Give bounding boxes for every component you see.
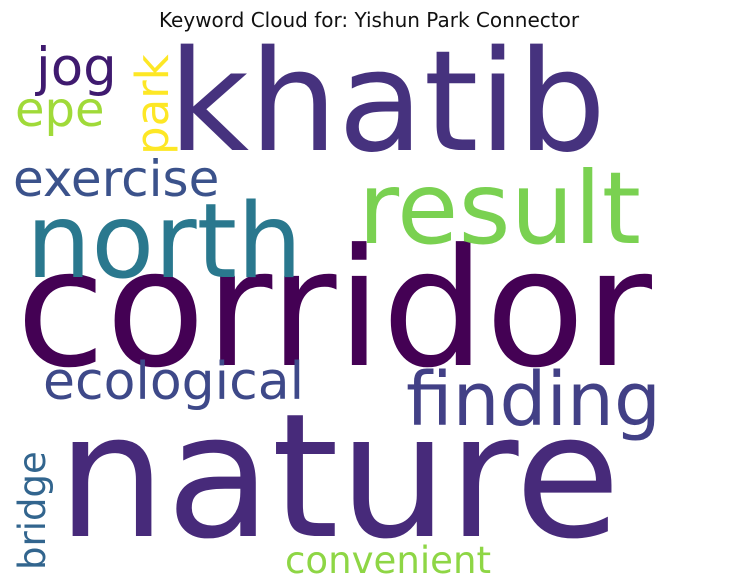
word-jog: jog bbox=[35, 37, 117, 98]
word-nature: nature bbox=[57, 376, 621, 577]
word-result: result bbox=[358, 150, 641, 267]
word-convenient: convenient bbox=[285, 539, 491, 582]
word-north: north bbox=[26, 182, 302, 302]
word-khatib: khatib bbox=[168, 21, 606, 184]
word-finding: finding bbox=[406, 357, 661, 443]
word-ecological: ecological bbox=[43, 352, 304, 412]
word-exercise: exercise bbox=[13, 150, 219, 208]
cloud-title: Keyword Cloud for: Yishun Park Connector bbox=[159, 8, 580, 32]
word-bridge: bridge bbox=[11, 451, 54, 570]
word-epe: epe bbox=[15, 82, 105, 138]
word-park: park bbox=[126, 54, 179, 155]
word-corridor: corridor bbox=[16, 215, 653, 404]
